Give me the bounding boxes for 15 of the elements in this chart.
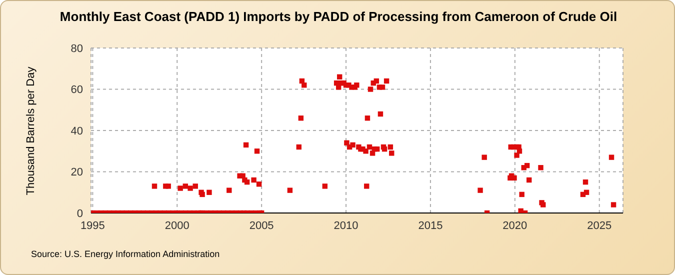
y-tick-label: 60 xyxy=(70,84,83,96)
x-tick-label: 2015 xyxy=(418,220,443,232)
source-note: Source: U.S. Energy Information Administration xyxy=(31,249,220,259)
y-tick-label: 20 xyxy=(70,166,83,179)
x-tick-label: 2010 xyxy=(334,220,358,232)
chart-title: Monthly East Coast (PADD 1) Imports by PADD of Processing from Cameroon of Crude Oil xyxy=(58,9,618,24)
y-tick-label: 40 xyxy=(70,125,83,138)
x-tick-label: 1995 xyxy=(80,220,105,232)
y-tick-label: 0 xyxy=(76,208,83,220)
y-tick-label: 80 xyxy=(70,42,83,55)
x-tick-label: 2000 xyxy=(164,220,190,232)
x-tick-label: 2005 xyxy=(249,220,274,232)
x-tick-label: 2020 xyxy=(502,220,528,232)
y-axis-title: Thousand Barrels per Day xyxy=(25,66,37,196)
x-tick-label: 2025 xyxy=(587,220,612,232)
